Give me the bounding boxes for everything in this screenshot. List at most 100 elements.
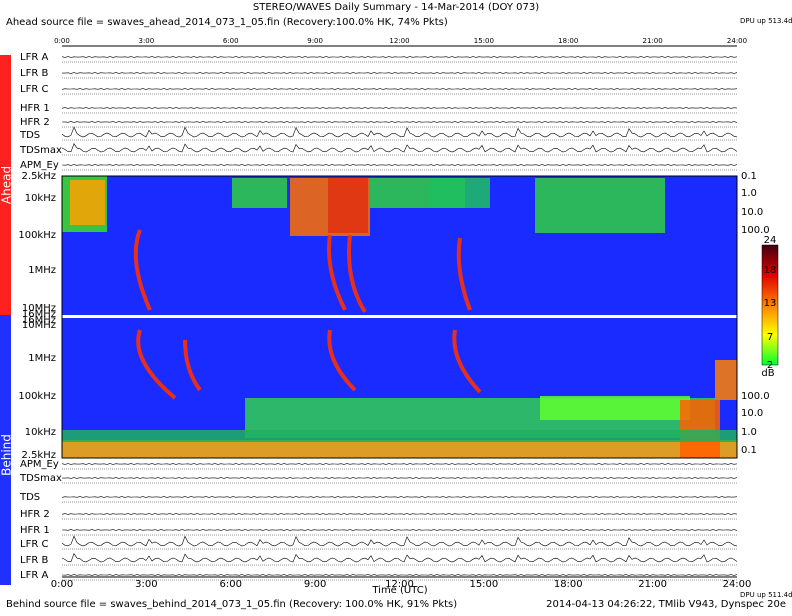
panel-trace: [61, 496, 738, 498]
panel-trace: [61, 56, 738, 58]
right-label: 10.0: [741, 207, 763, 218]
freq-label: 1MHz: [28, 265, 56, 276]
panel-trace: [61, 529, 738, 531]
freq-label: 2.5kHz: [22, 171, 56, 182]
burst: [456, 237, 472, 311]
top-time-tick: 21:00: [643, 37, 663, 45]
panel-trace: [61, 553, 738, 563]
bottom-time-tick: 21:00: [638, 579, 667, 590]
right-label: 1.0: [741, 427, 757, 438]
top-time-tick: 0:00: [54, 37, 70, 45]
freq-label: 100kHz: [18, 230, 56, 241]
top-time-tick: 6:00: [223, 37, 239, 45]
panel-trace: [61, 126, 738, 138]
top-time-tick: 15:00: [474, 37, 494, 45]
right-label: 0.1: [741, 171, 757, 182]
right-label: 10.0: [741, 408, 763, 419]
emission: [430, 178, 490, 208]
top-time-tick: 9:00: [307, 37, 323, 45]
ahead-source: Ahead source file = swaves_ahead_2014_07…: [6, 17, 448, 28]
panel-label: HFR 2: [20, 117, 50, 128]
emission: [540, 396, 690, 420]
behind-label: Behind: [0, 434, 14, 476]
burst: [347, 234, 367, 314]
colorbar-tick: 13: [764, 298, 777, 309]
panel-trace: [62, 72, 738, 74]
panel-label: TDSmax: [19, 145, 62, 156]
freq-label: 1MHz: [28, 353, 56, 364]
bottom-time-tick: 12:00: [385, 579, 414, 590]
panel-trace: [61, 88, 738, 90]
panel-label: APM_Ey: [20, 459, 59, 470]
spectrogram: [61, 175, 738, 459]
panel-label: HFR 1: [20, 525, 50, 536]
emission: [680, 400, 720, 458]
top-time-tick: 24:00: [727, 37, 747, 45]
panel-label: HFR 2: [20, 509, 50, 520]
panel-label: LFR C: [20, 84, 48, 95]
panel-trace: [61, 121, 738, 123]
freq-label: 100kHz: [18, 391, 56, 402]
panel-trace: [61, 513, 738, 515]
right-label: 100.0: [741, 391, 770, 402]
freq-label: 16MHz: [22, 309, 56, 320]
bottom-time-tick: 6:00: [220, 579, 242, 590]
freq-label: 16MHz: [22, 315, 56, 326]
panel-trace: [61, 574, 738, 576]
burst: [136, 329, 177, 400]
panel-label: LFR B: [20, 555, 48, 566]
freq-label: 10kHz: [25, 427, 56, 438]
colorbar-tick: 24: [764, 235, 777, 246]
bottom-time-tick: 3:00: [135, 579, 157, 590]
emission: [70, 180, 105, 225]
burst: [133, 229, 152, 311]
right-label: 100.0: [741, 225, 770, 236]
panel-label: APM_Ey: [20, 160, 59, 171]
bottom-time-tick: 18:00: [554, 579, 583, 590]
emission: [535, 178, 665, 233]
panel-label: LFR A: [20, 570, 48, 581]
divider: [62, 315, 737, 318]
title: STEREO/WAVES Daily Summary - 14-Mar-2014…: [253, 2, 539, 13]
behind-bar: [0, 315, 11, 585]
burst: [183, 339, 202, 392]
emission: [62, 440, 737, 458]
emission: [62, 430, 737, 442]
right-label: 1.0: [741, 188, 757, 199]
top-time-tick: 3:00: [139, 37, 155, 45]
burst: [327, 234, 347, 311]
panel-label: TDS: [19, 492, 40, 503]
colorbar: [761, 244, 779, 366]
panel-trace: [61, 164, 738, 166]
frame: [61, 175, 738, 459]
colorbar-unit: dB: [761, 368, 774, 379]
ahead-bar: [0, 55, 11, 315]
colorbar-tick: 7: [767, 332, 773, 343]
panel-trace: [61, 535, 738, 547]
bottom-time-tick: 9:00: [304, 579, 326, 590]
freq-label: 10MHz: [22, 320, 56, 331]
right-label: 0.1: [741, 445, 757, 456]
panel-label: LFR C: [20, 539, 48, 550]
panel-label: HFR 1: [20, 103, 50, 114]
panel-label: TDSmax: [19, 473, 62, 484]
panel-label: TDS: [19, 130, 40, 141]
panel-trace: [61, 107, 738, 109]
burst: [452, 329, 482, 394]
top-time-tick: 18:00: [558, 37, 578, 45]
time-label: Time (UTC): [371, 585, 427, 596]
bottom-time-tick: 15:00: [469, 579, 498, 590]
panel-label: LFR A: [20, 52, 48, 63]
ahead-label: Ahead: [0, 166, 14, 204]
panel-trace: [62, 477, 738, 479]
panel-label: LFR B: [20, 68, 48, 79]
ahead-dpu: DPU up 513.4d, V413d28: [740, 17, 792, 25]
freq-label: 10MHz: [22, 303, 56, 314]
freq-label: 2.5kHz: [22, 450, 56, 461]
bottom-time-tick: 0:00: [51, 579, 73, 590]
top-time-tick: 12:00: [389, 37, 409, 45]
behind-source: Behind source file = swaves_behind_2014_…: [6, 599, 457, 610]
emission: [715, 360, 737, 400]
colorbar-tick: 18: [764, 265, 777, 276]
